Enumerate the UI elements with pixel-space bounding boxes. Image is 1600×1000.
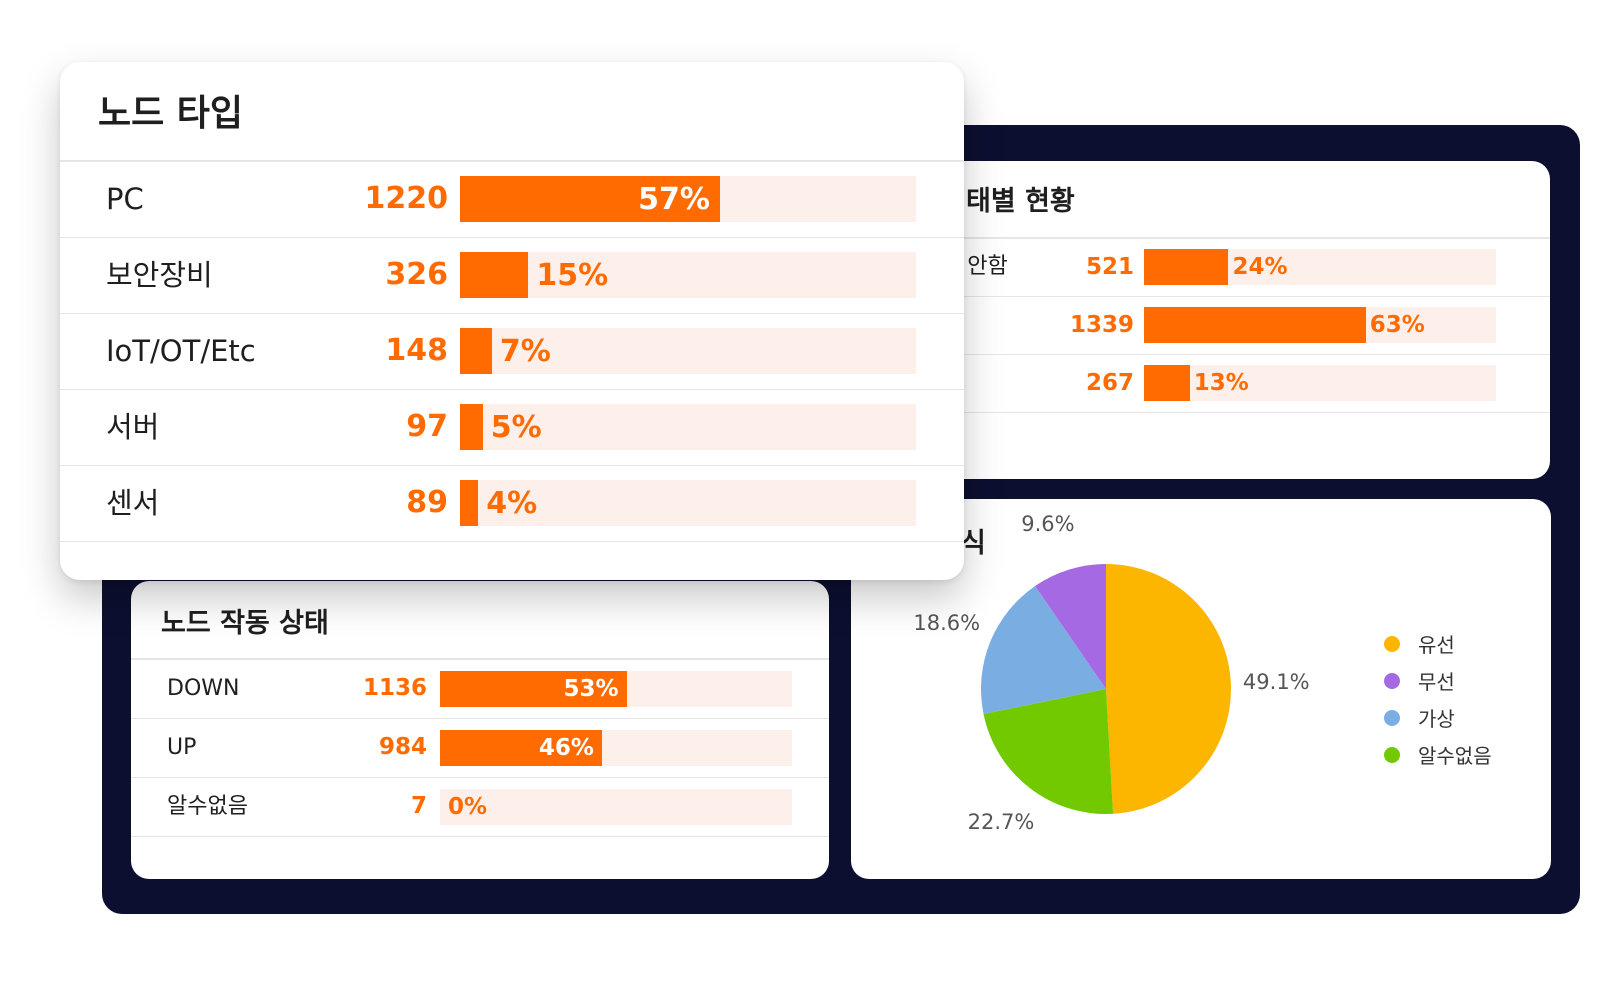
legend-dot-icon <box>1384 635 1400 652</box>
status-bar-track: 24% <box>1144 249 1496 285</box>
status-bar-track: 13% <box>1144 365 1496 401</box>
pie-slice-label: 49.1% <box>1242 670 1310 695</box>
node-type-bar-percent: 57% <box>638 181 710 217</box>
node-operation-bar-percent: 0% <box>448 793 488 820</box>
node-operation-bar-track: 53% <box>440 670 792 707</box>
node-type-title: 노드 타입 <box>98 93 244 134</box>
node-type-row-label: IoT/OT/Etc <box>106 334 256 368</box>
node-type-row: PC 1220 57% <box>60 161 964 238</box>
node-type-bar-track: 5% <box>460 404 916 450</box>
node-type-bar-fill <box>460 176 720 222</box>
legend-label: 가상 <box>1418 707 1455 731</box>
node-type-row-label: 보안장비 <box>106 258 213 292</box>
connection-card-title: 식 <box>961 528 986 559</box>
node-type-bar-track: 4% <box>460 480 916 526</box>
pie-slice-label: 22.7% <box>967 810 1035 835</box>
node-operation-bar-percent: 53% <box>563 675 619 702</box>
node-type-bar-percent: 7% <box>499 333 551 369</box>
node-type-row: 서버 97 5% <box>60 389 964 466</box>
status-row: 됨133963% <box>930 296 1550 355</box>
pie-slice-3[interactable] <box>981 586 1106 714</box>
node-operation-row: 알수없음 7 0% <box>131 777 829 837</box>
node-operation-bar-fill <box>440 729 602 766</box>
pie-slice-label: 9.6% <box>1021 511 1075 536</box>
node-type-row-count: 1220 <box>364 181 449 216</box>
node-type-row-count: 148 <box>385 333 448 368</box>
node-type-row: IoT/OT/Etc 148 7% <box>60 313 964 390</box>
node-operation-row-label: UP <box>167 735 197 760</box>
status-bar-track: 63% <box>1144 307 1496 343</box>
legend-label: 알수없음 <box>1418 744 1492 768</box>
node-operation-card: 노드 작동 상태 DOWN 1136 53% UP 984 46% 알수없음 7 0% <box>131 581 829 879</box>
legend-label: 유선 <box>1418 633 1455 657</box>
node-operation-row-label: DOWN <box>167 676 240 701</box>
pie-slice-label: 18.6% <box>913 611 981 636</box>
legend-item[interactable]: 무선 <box>1384 666 1455 695</box>
node-operation-title: 노드 작동 상태 <box>161 608 329 639</box>
node-type-bar-percent: 5% <box>490 409 542 445</box>
status-bar-fill <box>1144 307 1366 343</box>
node-type-bar-fill <box>460 480 479 526</box>
legend-item[interactable]: 알수없음 <box>1384 740 1492 769</box>
node-operation-bar-track: 0% <box>440 788 792 825</box>
pie-slice-2[interactable] <box>983 689 1114 814</box>
node-operation-bar-fill <box>440 670 627 707</box>
legend-item[interactable]: 가상 <box>1384 703 1455 732</box>
node-type-row-count: 326 <box>385 257 448 292</box>
node-operation-row-count: 984 <box>378 734 427 760</box>
node-type-row-label: 센서 <box>106 486 160 520</box>
node-operation-bar-track: 46% <box>440 729 792 766</box>
legend-dot-icon <box>1384 672 1400 689</box>
node-type-row-label: PC <box>106 182 144 216</box>
node-type-bar-track: 7% <box>460 328 916 374</box>
node-type-row: 센서 89 4% <box>60 465 964 542</box>
node-type-bar-percent: 4% <box>486 485 538 521</box>
status-row: 용 안함 521 24% <box>930 238 1550 297</box>
status-bar-percent: 13% <box>1193 370 1249 396</box>
status-bar-percent: 24% <box>1232 254 1288 280</box>
node-operation-row-count: 7 <box>410 793 427 819</box>
status-bar-fill <box>1144 249 1229 285</box>
status-row: 267 13% <box>930 354 1550 413</box>
node-type-bar-track: 15% <box>460 252 916 298</box>
node-operation-row: DOWN 1136 53% <box>131 659 829 719</box>
pie-slice-1[interactable] <box>1106 564 1232 814</box>
connection-pie-chart <box>981 564 1232 814</box>
node-operation-row-count: 1136 <box>362 675 427 701</box>
node-type-bar-fill <box>460 328 492 374</box>
node-type-row: 보안장비 326 15% <box>60 237 964 314</box>
legend-dot-icon <box>1384 746 1400 763</box>
node-operation-bar-percent: 46% <box>538 734 594 761</box>
node-type-row-count: 97 <box>406 409 448 444</box>
node-type-bar-track: 57% <box>460 176 916 222</box>
status-row-count: 521 <box>1085 254 1134 280</box>
node-type-card: 노드 타입 PC 1220 57% 보안장비 326 15% IoT/OT/Etc 148 7%… <box>60 62 964 580</box>
legend-dot-icon <box>1384 709 1400 726</box>
legend-label: 무선 <box>1418 670 1455 694</box>
status-row-count: 267 <box>1085 370 1134 396</box>
legend-item[interactable]: 유선 <box>1384 629 1455 658</box>
node-type-bar-fill <box>460 404 483 450</box>
node-type-bar-percent: 15% <box>536 257 609 293</box>
node-type-bar-fill <box>460 252 529 298</box>
node-operation-row-label: 알수없음 <box>167 794 248 819</box>
node-operation-row: UP 984 46% <box>131 718 829 778</box>
node-type-row-label: 서버 <box>106 410 160 444</box>
node-type-row-count: 89 <box>406 485 448 520</box>
status-row-count: 1339 <box>1069 312 1134 338</box>
status-bar-percent: 63% <box>1369 312 1425 338</box>
status-bar-fill <box>1144 365 1190 401</box>
pie-slice-4[interactable] <box>1035 564 1106 689</box>
status-card-title: 태별 현황 <box>966 186 1075 217</box>
